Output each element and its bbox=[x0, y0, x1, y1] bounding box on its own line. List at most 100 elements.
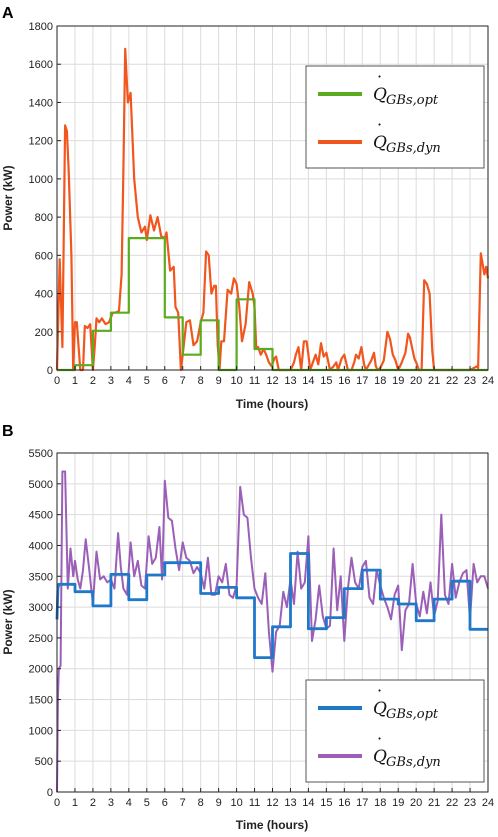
x-tick-label: 9 bbox=[216, 797, 222, 809]
legend-box-b bbox=[305, 679, 485, 783]
y-tick-label: 5000 bbox=[29, 479, 53, 491]
x-tick-label: 19 bbox=[392, 797, 404, 809]
svg-text:GBs,dyn: GBs,dyn bbox=[386, 755, 441, 770]
y-tick-label: 200 bbox=[35, 327, 53, 339]
x-tick-label: 9 bbox=[216, 375, 222, 387]
x-tick-label: 4 bbox=[126, 797, 132, 809]
x-tick-label: 15 bbox=[320, 797, 332, 809]
y-tick-label: 2000 bbox=[29, 664, 53, 676]
x-tick-label: 14 bbox=[302, 797, 314, 809]
y-tick-label: 3500 bbox=[29, 571, 53, 583]
y-axis-label-b: Power (kW) bbox=[1, 589, 15, 654]
x-tick-label: 18 bbox=[374, 797, 386, 809]
y-tick-label: 5500 bbox=[29, 448, 53, 460]
x-tick-label: 2 bbox=[90, 375, 96, 387]
y-tick-label: 1400 bbox=[29, 97, 53, 109]
y-tick-label: 4500 bbox=[29, 510, 53, 522]
series-group-b bbox=[55, 470, 489, 793]
series-line-b-opt bbox=[55, 552, 488, 659]
tick-labels-a: 0 1 2 3 4 5 6 7 8 9 10 11 12 13 14 15 16 17 18 19 20 21 22 23 24… bbox=[29, 21, 495, 387]
x-tick-label: 3 bbox=[108, 375, 114, 387]
x-tick-label: 21 bbox=[428, 375, 440, 387]
x-tick-label: 16 bbox=[338, 375, 350, 387]
x-tick-label: 21 bbox=[428, 797, 440, 809]
x-tick-label: 20 bbox=[410, 797, 422, 809]
svg-text:GBs,opt: GBs,opt bbox=[386, 707, 439, 722]
svg-text:Q: Q bbox=[373, 85, 387, 105]
y-axis-label-a: Power (kW) bbox=[1, 165, 15, 230]
x-tick-label: 6 bbox=[162, 375, 168, 387]
y-tick-label: 400 bbox=[35, 289, 53, 301]
x-tick-label: 0 bbox=[54, 375, 60, 387]
chart-b: B 0 1 2 3 4 5 6 7 8 9 10 11 12 13 14 15 16 17 18 19 20 21 22 23… bbox=[1, 423, 494, 832]
x-tick-label: 5 bbox=[144, 375, 150, 387]
panel-label-b: B bbox=[2, 423, 14, 440]
y-tick-label: 1000 bbox=[29, 725, 53, 737]
x-tick-label: 5 bbox=[144, 797, 150, 809]
svg-text:GBs,dyn: GBs,dyn bbox=[386, 141, 441, 156]
x-tick-label: 13 bbox=[284, 797, 296, 809]
x-tick-label: 24 bbox=[482, 375, 494, 387]
series-line-a-opt bbox=[57, 237, 488, 372]
y-tick-label: 1200 bbox=[29, 136, 53, 148]
series-group-a bbox=[55, 47, 490, 372]
y-tick-label: 1000 bbox=[29, 174, 53, 186]
legend-label-b-opt: Q · GBs,opt bbox=[373, 681, 439, 722]
y-tick-label: 600 bbox=[35, 250, 53, 262]
y-tick-label: 1800 bbox=[29, 21, 53, 33]
x-tick-label: 22 bbox=[446, 797, 458, 809]
y-tick-label: 800 bbox=[35, 212, 53, 224]
legend-label-a-dyn: Q · GBs,dyn bbox=[373, 115, 441, 156]
x-tick-label: 23 bbox=[464, 375, 476, 387]
y-tick-label: 3000 bbox=[29, 602, 53, 614]
x-axis-label-a: Time (hours) bbox=[236, 397, 308, 411]
svg-text:·: · bbox=[377, 681, 382, 700]
svg-text:Q: Q bbox=[373, 699, 387, 719]
legend-b: Q · GBs,opt Q · GBs,dyn bbox=[305, 679, 485, 783]
x-tick-label: 8 bbox=[198, 375, 204, 387]
x-tick-label: 2 bbox=[90, 797, 96, 809]
svg-text:·: · bbox=[377, 67, 382, 86]
y-tick-label: 500 bbox=[35, 756, 53, 768]
svg-text:·: · bbox=[377, 115, 382, 134]
svg-text:GBs,opt: GBs,opt bbox=[386, 93, 439, 108]
svg-text:Q: Q bbox=[373, 133, 387, 153]
x-tick-label: 14 bbox=[302, 375, 314, 387]
x-tick-label: 1 bbox=[72, 797, 78, 809]
x-tick-label: 13 bbox=[284, 375, 296, 387]
x-tick-label: 7 bbox=[180, 375, 186, 387]
x-tick-label: 17 bbox=[356, 797, 368, 809]
x-tick-label: 19 bbox=[392, 375, 404, 387]
legend-label-a-opt: Q · GBs,opt bbox=[373, 67, 439, 108]
x-tick-label: 3 bbox=[108, 797, 114, 809]
x-tick-label: 18 bbox=[374, 375, 386, 387]
series-line-b-dyn bbox=[56, 470, 489, 793]
x-tick-label: 12 bbox=[266, 375, 278, 387]
y-tick-label: 0 bbox=[47, 365, 53, 377]
tick-labels-b: 0 1 2 3 4 5 6 7 8 9 10 11 12 13 14 15 16 17 18 19 20 21 22 23 24… bbox=[29, 448, 495, 809]
x-tick-label: 6 bbox=[162, 797, 168, 809]
panel-label-a: A bbox=[2, 5, 14, 22]
x-tick-label: 0 bbox=[54, 797, 60, 809]
x-tick-label: 17 bbox=[356, 375, 368, 387]
y-tick-label: 2500 bbox=[29, 633, 53, 645]
x-tick-label: 7 bbox=[180, 797, 186, 809]
y-tick-label: 1500 bbox=[29, 695, 53, 707]
legend-box-a bbox=[305, 65, 485, 169]
x-axis-label-b: Time (hours) bbox=[236, 818, 308, 832]
svg-text:Q: Q bbox=[373, 747, 387, 767]
y-tick-label: 0 bbox=[47, 787, 53, 799]
x-tick-label: 15 bbox=[320, 375, 332, 387]
x-tick-label: 10 bbox=[230, 375, 242, 387]
x-tick-label: 16 bbox=[338, 797, 350, 809]
y-tick-label: 1600 bbox=[29, 59, 53, 71]
x-tick-label: 11 bbox=[249, 375, 260, 387]
y-tick-label: 4000 bbox=[29, 540, 53, 552]
x-tick-label: 20 bbox=[410, 375, 422, 387]
legend-a: Q · GBs,opt Q · GBs,dyn bbox=[305, 65, 485, 169]
x-tick-label: 10 bbox=[230, 797, 242, 809]
x-tick-label: 4 bbox=[126, 375, 132, 387]
x-tick-label: 8 bbox=[198, 797, 204, 809]
svg-text:·: · bbox=[377, 729, 382, 748]
